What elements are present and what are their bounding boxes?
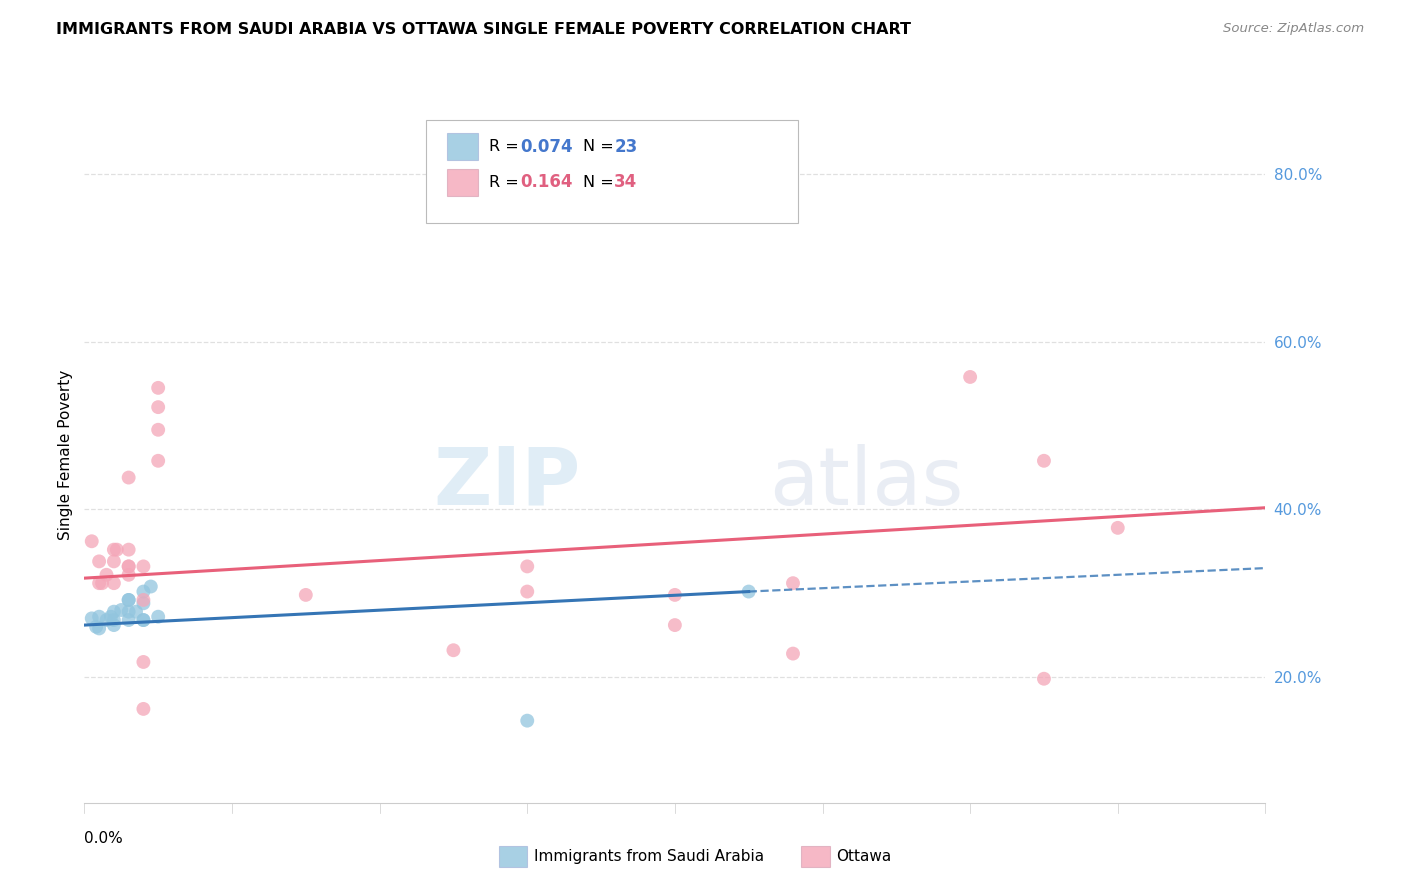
Point <box>125 605 148 619</box>
Point <box>1032 672 1054 686</box>
Text: 0.0%: 0.0% <box>84 830 124 846</box>
Point <box>118 605 141 619</box>
Point <box>87 609 111 624</box>
Text: 34: 34 <box>614 173 637 192</box>
Text: Source: ZipAtlas.com: Source: ZipAtlas.com <box>1223 22 1364 36</box>
Point <box>91 576 114 591</box>
Text: ZIP: ZIP <box>433 443 581 522</box>
Point <box>118 567 141 582</box>
Point <box>80 611 103 625</box>
Text: 0.074: 0.074 <box>520 137 572 156</box>
Point <box>110 603 132 617</box>
Point <box>132 655 155 669</box>
Text: IMMIGRANTS FROM SAUDI ARABIA VS OTTAWA SINGLE FEMALE POVERTY CORRELATION CHART: IMMIGRANTS FROM SAUDI ARABIA VS OTTAWA S… <box>56 22 911 37</box>
Point <box>103 542 125 557</box>
Point <box>118 559 141 574</box>
Text: 23: 23 <box>614 137 637 156</box>
Point <box>132 702 155 716</box>
Point <box>132 584 155 599</box>
Point <box>148 454 170 468</box>
Point <box>664 618 686 632</box>
Point <box>664 588 686 602</box>
Point <box>105 542 128 557</box>
Point <box>148 381 170 395</box>
Point <box>295 588 318 602</box>
Point <box>1107 521 1129 535</box>
Text: 0.164: 0.164 <box>520 173 572 192</box>
Point <box>84 620 107 634</box>
Point <box>103 576 125 591</box>
Point <box>100 609 122 624</box>
Text: R =: R = <box>489 139 524 154</box>
Point <box>148 609 170 624</box>
Point <box>782 647 804 661</box>
Point <box>103 554 125 568</box>
Y-axis label: Single Female Poverty: Single Female Poverty <box>58 370 73 540</box>
Point <box>96 567 118 582</box>
Text: Immigrants from Saudi Arabia: Immigrants from Saudi Arabia <box>534 849 765 863</box>
Point <box>516 559 538 574</box>
Text: N =: N = <box>583 175 619 190</box>
Point <box>737 584 759 599</box>
Point <box>96 613 118 627</box>
Point <box>118 593 141 607</box>
Point <box>87 554 111 568</box>
Point <box>443 643 465 657</box>
Text: R =: R = <box>489 175 524 190</box>
Point <box>118 542 141 557</box>
Point <box>132 613 155 627</box>
Point <box>959 370 981 384</box>
Point <box>148 423 170 437</box>
Point <box>132 593 155 607</box>
Point <box>80 534 103 549</box>
Point <box>87 622 111 636</box>
Point <box>1032 454 1054 468</box>
Point <box>132 559 155 574</box>
Point <box>103 613 125 627</box>
Point <box>118 470 141 484</box>
Point <box>516 584 538 599</box>
Point <box>132 596 155 610</box>
Point <box>139 580 162 594</box>
Point <box>516 714 538 728</box>
Text: atlas: atlas <box>769 443 963 522</box>
Text: Ottawa: Ottawa <box>837 849 891 863</box>
Point <box>118 593 141 607</box>
Point <box>87 576 111 591</box>
Point <box>103 605 125 619</box>
Text: N =: N = <box>583 139 619 154</box>
Point <box>148 400 170 414</box>
Point <box>118 613 141 627</box>
Point <box>782 576 804 591</box>
Point <box>103 618 125 632</box>
Point <box>118 559 141 574</box>
Point <box>132 613 155 627</box>
